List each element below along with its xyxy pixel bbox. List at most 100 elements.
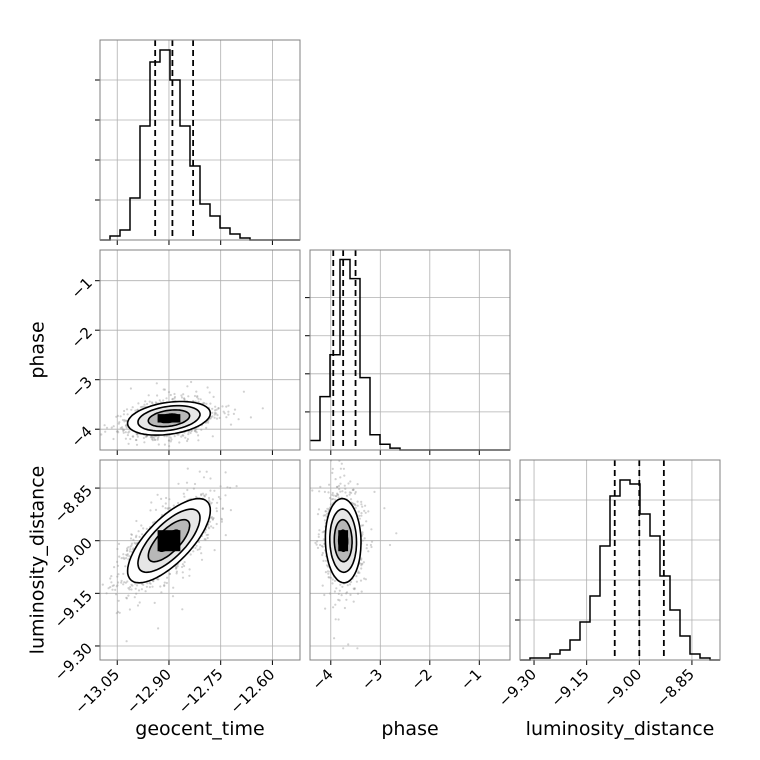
- scatter-point: [169, 436, 172, 439]
- scatter-point: [148, 581, 151, 585]
- scatter-point: [119, 426, 122, 430]
- scatter-point: [196, 396, 199, 399]
- scatter-point: [195, 431, 198, 434]
- scatter-point: [348, 491, 351, 494]
- scatter-point: [140, 524, 143, 527]
- scatter-point: [364, 504, 367, 507]
- scatter-point: [164, 507, 167, 510]
- scatter-point: [166, 576, 169, 579]
- scatter-point: [127, 431, 130, 434]
- scatter-point: [148, 400, 151, 403]
- scatter-point: [343, 484, 346, 487]
- scatter-point: [137, 402, 140, 405]
- scatter-point: [163, 584, 166, 588]
- scatter-point: [124, 424, 127, 427]
- x-tick-label-phase: −4: [308, 665, 336, 693]
- scatter-point: [117, 581, 120, 584]
- scatter-point: [127, 558, 130, 561]
- scatter-point: [337, 496, 340, 499]
- scatter-point: [168, 445, 171, 448]
- scatter-point: [145, 435, 148, 438]
- scatter-point: [227, 410, 230, 413]
- histogram-panel-phase: [305, 249, 511, 455]
- x-axis-label-luminosity_distance: luminosity_distance: [526, 718, 715, 740]
- scatter-point: [212, 517, 215, 520]
- scatter-point: [202, 401, 205, 404]
- panel-frame: [99, 459, 301, 661]
- scatter-point: [169, 393, 172, 397]
- y-tick-label-phase: −4: [68, 422, 96, 450]
- scatter-point: [219, 485, 222, 488]
- scatter-point: [130, 533, 133, 536]
- scatter-point: [339, 490, 342, 493]
- scatter-point: [208, 500, 211, 503]
- panel-frame: [99, 249, 301, 451]
- scatter-point: [336, 485, 339, 489]
- scatter-point: [168, 439, 171, 442]
- scatter-point: [352, 587, 355, 590]
- scatter-point: [339, 583, 342, 586]
- scatter-point: [150, 435, 153, 438]
- scatter-point: [110, 575, 113, 578]
- scatter-point: [182, 492, 185, 495]
- scatter-point: [135, 433, 139, 436]
- scatter-point: [345, 592, 348, 595]
- scatter-point: [142, 436, 145, 440]
- scatter-point: [321, 551, 324, 555]
- scatter-point: [204, 538, 207, 541]
- scatter-point: [207, 421, 210, 424]
- scatter-point: [316, 546, 320, 550]
- scatter-point: [183, 397, 186, 400]
- scatter-point: [132, 547, 135, 550]
- scatter-point: [117, 599, 120, 602]
- scatter-point: [364, 578, 367, 581]
- x-tick-label-luminosity_distance: −8.85: [653, 665, 698, 710]
- scatter-point: [195, 544, 198, 547]
- scatter-point: [217, 407, 220, 410]
- panel-phase-vs-geocent_time: [95, 249, 301, 455]
- scatter-point: [326, 570, 330, 573]
- scatter-point: [112, 437, 115, 441]
- scatter-point: [343, 606, 346, 610]
- scatter-point: [360, 500, 363, 503]
- scatter-point: [149, 436, 152, 439]
- scatter-point: [158, 399, 161, 402]
- scatter-point: [117, 573, 120, 576]
- scatter-point: [360, 564, 363, 567]
- scatter-point: [187, 395, 190, 398]
- scatter-point: [354, 490, 357, 494]
- scatter-point: [198, 470, 201, 473]
- scatter-point: [221, 507, 224, 510]
- scatter-point: [203, 402, 206, 405]
- scatter-point: [183, 561, 186, 564]
- scatter-point: [128, 608, 131, 611]
- scatter-point: [193, 482, 197, 486]
- scatter-point: [125, 419, 128, 422]
- scatter-point: [229, 509, 232, 512]
- scatter-point: [367, 510, 370, 513]
- panel-frame: [99, 39, 301, 241]
- scatter-point: [154, 438, 157, 441]
- scatter-point: [190, 380, 193, 384]
- scatter-point: [116, 547, 119, 551]
- scatter-point: [116, 575, 119, 578]
- scatter-point: [153, 438, 156, 441]
- scatter-point: [361, 531, 364, 534]
- scatter-point: [115, 612, 118, 615]
- scatter-point: [123, 581, 126, 584]
- scatter-point: [189, 431, 192, 435]
- scatter-point: [339, 467, 342, 470]
- scatter-point: [143, 403, 146, 406]
- scatter-point: [165, 496, 168, 500]
- scatter-point: [134, 438, 138, 442]
- scatter-point: [120, 557, 123, 560]
- scatter-point: [181, 571, 184, 574]
- scatter-point: [208, 499, 211, 502]
- scatter-point: [358, 517, 361, 520]
- scatter-point: [203, 538, 206, 541]
- scatter-point: [324, 514, 327, 517]
- scatter-point: [200, 493, 203, 496]
- scatter-point: [344, 491, 347, 494]
- scatter-point: [125, 424, 128, 427]
- x-tick-label-geocent_time: −12.60: [226, 665, 278, 717]
